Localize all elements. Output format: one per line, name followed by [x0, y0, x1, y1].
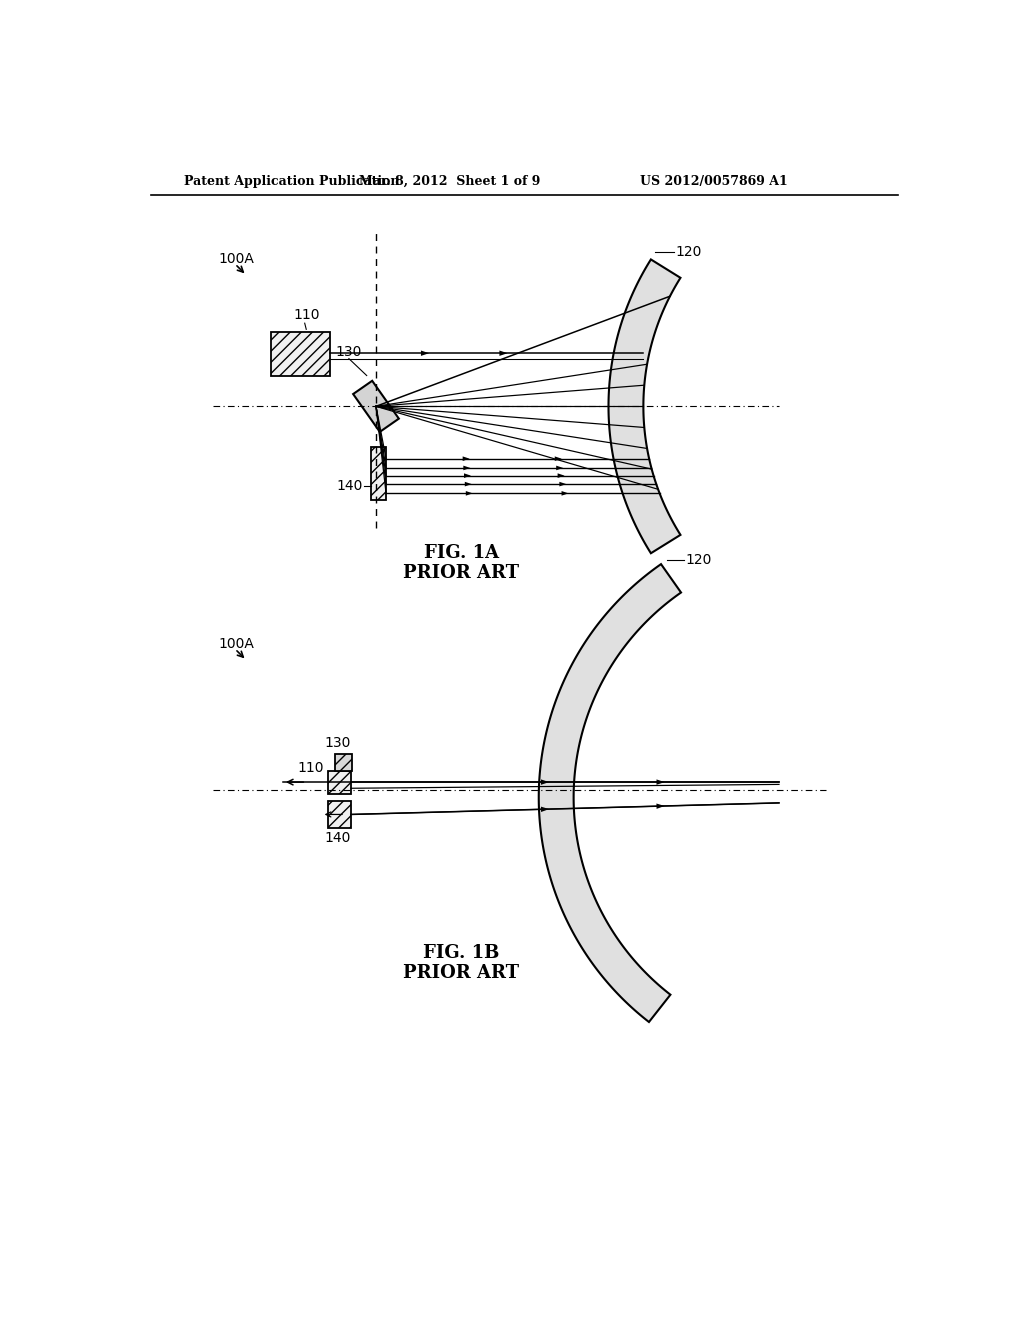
Polygon shape — [559, 482, 566, 487]
Bar — [335, 754, 352, 771]
Bar — [328, 771, 351, 793]
Polygon shape — [541, 807, 549, 812]
Text: FIG. 1A: FIG. 1A — [424, 544, 499, 561]
Polygon shape — [463, 457, 470, 461]
Text: 100A: 100A — [219, 252, 255, 265]
Polygon shape — [608, 260, 681, 553]
Polygon shape — [465, 482, 472, 487]
Bar — [371, 447, 386, 499]
Text: 110: 110 — [293, 308, 319, 322]
Polygon shape — [656, 804, 665, 809]
Text: US 2012/0057869 A1: US 2012/0057869 A1 — [640, 176, 787, 187]
Polygon shape — [500, 351, 508, 356]
Polygon shape — [555, 457, 562, 461]
Polygon shape — [463, 466, 470, 470]
Polygon shape — [558, 474, 564, 478]
Text: PRIOR ART: PRIOR ART — [403, 964, 519, 982]
Text: 120: 120 — [676, 244, 702, 259]
Text: PRIOR ART: PRIOR ART — [403, 564, 519, 582]
Polygon shape — [561, 491, 568, 496]
Text: 120: 120 — [686, 553, 713, 568]
Text: 140: 140 — [337, 479, 362, 492]
Polygon shape — [421, 351, 429, 356]
Text: 110: 110 — [298, 762, 324, 775]
Text: 130: 130 — [336, 345, 362, 359]
Polygon shape — [539, 564, 681, 1022]
Text: Mar. 8, 2012  Sheet 1 of 9: Mar. 8, 2012 Sheet 1 of 9 — [359, 176, 541, 187]
Text: 100A: 100A — [219, 636, 255, 651]
Bar — [328, 800, 351, 829]
Text: 140: 140 — [324, 832, 350, 845]
Bar — [271, 331, 330, 376]
Text: Patent Application Publication: Patent Application Publication — [183, 176, 399, 187]
Text: FIG. 1B: FIG. 1B — [423, 944, 500, 962]
Polygon shape — [353, 380, 399, 432]
Polygon shape — [656, 779, 665, 785]
Polygon shape — [541, 779, 549, 785]
Polygon shape — [556, 466, 563, 470]
Text: 130: 130 — [324, 735, 350, 750]
Polygon shape — [464, 474, 471, 478]
Polygon shape — [466, 491, 473, 496]
